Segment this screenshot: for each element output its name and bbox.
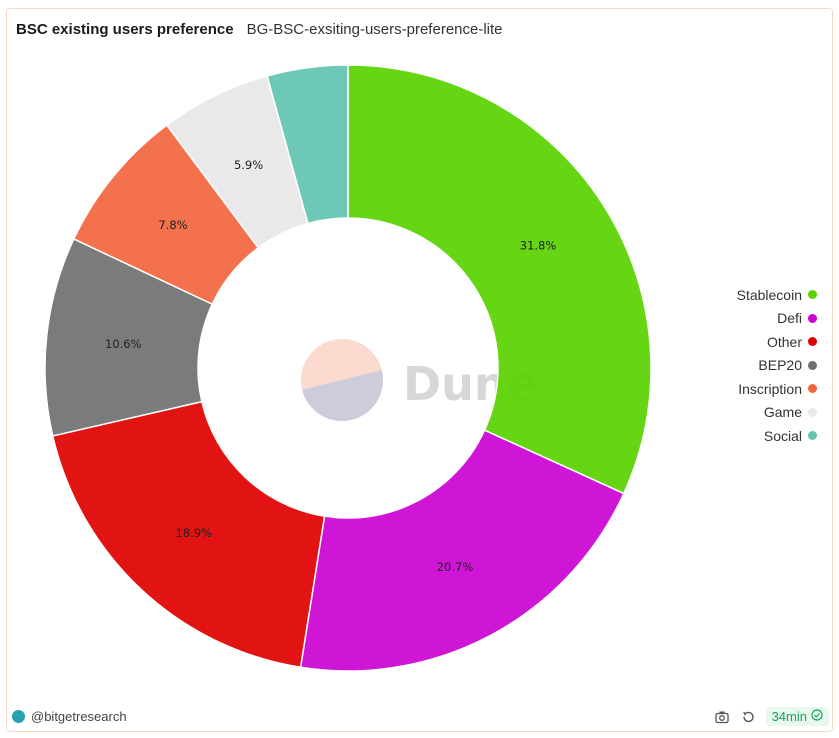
chart-title: BSC existing users preference	[16, 21, 234, 38]
slice-stablecoin[interactable]	[347, 64, 652, 495]
legend-swatch	[808, 337, 817, 347]
legend-swatch	[808, 360, 817, 370]
slice-label-game: 5.9%	[234, 158, 263, 172]
chart-header: BSC existing users preference BG-BSC-exs…	[16, 21, 503, 38]
legend-swatch	[808, 407, 817, 417]
slice-defi[interactable]	[299, 429, 625, 672]
slice-label-stablecoin: 31.8%	[520, 239, 557, 253]
legend-label: Stablecoin	[736, 286, 802, 303]
legend-label: Inscription	[738, 380, 802, 397]
slice-label-bep20: 10.6%	[105, 337, 142, 351]
legend-label: Game	[763, 404, 802, 421]
slice-other[interactable]	[51, 400, 326, 669]
legend-item-inscription[interactable]: Inscription	[737, 377, 817, 401]
refresh-icon[interactable]	[740, 709, 756, 725]
slice-label-other: 18.9%	[176, 526, 213, 540]
legend-item-game[interactable]: Game	[737, 401, 817, 425]
legend-item-bep20[interactable]: BEP20	[737, 354, 817, 378]
query-name[interactable]: BG-BSC-exsiting-users-preference-lite	[246, 21, 503, 38]
check-circle-icon	[811, 709, 823, 724]
dune-logo-lower-icon	[302, 370, 383, 421]
refresh-age-badge: 34min	[765, 707, 829, 726]
author-name: @bitgetresearch	[31, 709, 127, 724]
camera-icon[interactable]	[714, 709, 730, 725]
slice-social[interactable]	[266, 64, 349, 225]
legend-item-defi[interactable]: Defi	[737, 307, 817, 331]
legend-label: Other	[766, 333, 802, 350]
legend-item-stablecoin[interactable]: Stablecoin	[737, 283, 817, 307]
legend-label: BEP20	[758, 357, 802, 374]
legend-swatch	[808, 313, 817, 323]
slice-label-defi: 20.7%	[437, 560, 474, 574]
footer-actions: 34min	[714, 707, 829, 726]
author-avatar	[12, 710, 25, 723]
author-tag[interactable]: @bitgetresearch	[12, 709, 127, 724]
refresh-age: 34min	[771, 709, 807, 724]
legend-item-other[interactable]: Other	[737, 330, 817, 354]
legend-label: Social	[763, 427, 802, 444]
slice-label-inscription: 7.8%	[158, 218, 187, 232]
legend-swatch	[808, 290, 817, 300]
legend-swatch	[808, 384, 817, 394]
legend-item-social[interactable]: Social	[737, 424, 817, 448]
legend-swatch	[808, 431, 817, 441]
legend-label: Defi	[777, 310, 802, 327]
legend: Stablecoin Defi Other BEP20 Inscription Game S…	[737, 283, 817, 448]
